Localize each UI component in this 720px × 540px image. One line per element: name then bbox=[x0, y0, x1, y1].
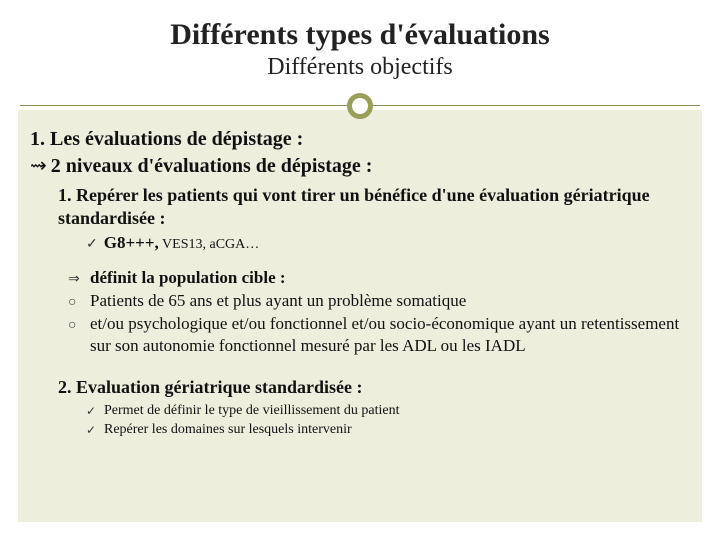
circle-bullet-icon: ○ bbox=[68, 290, 90, 312]
header: Différents types d'évaluations Différent… bbox=[0, 0, 720, 81]
item-2: 2. Evaluation gériatrique standardisée : bbox=[58, 377, 690, 398]
definition-row: ⇒ définit la population cible : bbox=[68, 267, 690, 289]
arrow-icon: ⇒ bbox=[68, 267, 90, 289]
std-row: ✓ Permet de définir le type de vieilliss… bbox=[86, 402, 690, 421]
tool-others: VES13, aCGA… bbox=[159, 237, 259, 252]
definition-row: ○ et/ou psychologique et/ou fonctionnel … bbox=[68, 313, 690, 357]
check-icon: ✓ bbox=[86, 235, 98, 251]
circle-bullet-icon: ○ bbox=[68, 313, 90, 357]
item-1: 1. Repérer les patients qui vont tirer u… bbox=[58, 184, 690, 229]
definition-title: définit la population cible : bbox=[90, 267, 690, 289]
slide-title: Différents types d'évaluations bbox=[0, 18, 720, 52]
definition-block: ⇒ définit la population cible : ○ Patien… bbox=[68, 267, 690, 357]
slide: Différents types d'évaluations Différent… bbox=[0, 0, 720, 540]
squiggle-arrow-icon: ⇝ bbox=[30, 155, 47, 177]
slide-subtitle: Différents objectifs bbox=[0, 54, 720, 81]
levels-text: 2 niveaux d'évaluations de dépistage : bbox=[51, 155, 373, 177]
std-line: Repérer les domaines sur lesquels interv… bbox=[104, 421, 352, 440]
tools-line: ✓ G8+++, VES13, aCGA… bbox=[86, 233, 690, 253]
definition-line: et/ou psychologique et/ou fonctionnel et… bbox=[90, 313, 690, 357]
levels-line: ⇝2 niveaux d'évaluations de dépistage : bbox=[30, 153, 690, 178]
definition-row: ○ Patients de 65 ans et plus ayant un pr… bbox=[68, 290, 690, 312]
standardized-block: ✓ Permet de définir le type de vieilliss… bbox=[86, 402, 690, 440]
ring-icon bbox=[347, 93, 373, 119]
definition-line: Patients de 65 ans et plus ayant un prob… bbox=[90, 290, 690, 312]
std-line: Permet de définir le type de vieillissem… bbox=[104, 402, 399, 421]
tool-primary: G8+++, bbox=[104, 233, 159, 252]
check-icon: ✓ bbox=[86, 402, 104, 421]
std-row: ✓ Repérer les domaines sur lesquels inte… bbox=[86, 421, 690, 440]
section-heading: 1. Les évaluations de dépistage : bbox=[30, 128, 690, 151]
content: 1. Les évaluations de dépistage : ⇝2 niv… bbox=[30, 128, 690, 440]
check-icon: ✓ bbox=[86, 421, 104, 440]
